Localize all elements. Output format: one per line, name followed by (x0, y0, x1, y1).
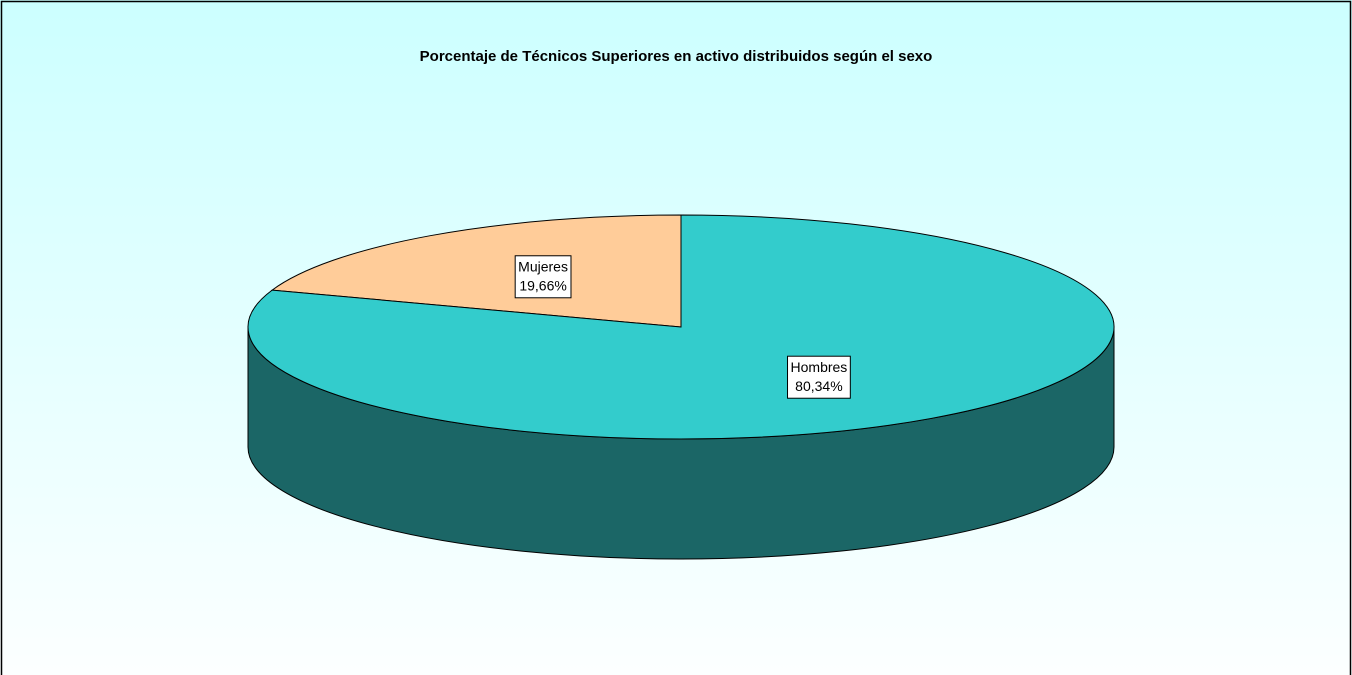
pie-slice (247, 214, 1115, 440)
label-category: Hombres (791, 359, 848, 375)
label-box (787, 355, 851, 399)
label-value: 19,66% (519, 277, 566, 293)
data-label: Hombres 80,34% (787, 355, 851, 399)
label-category: Mujeres (518, 258, 568, 274)
chart-title: Porcentaje de Técnicos Superiores en act… (420, 48, 933, 65)
label-box (514, 255, 572, 299)
data-label: Mujeres 19,66% (514, 255, 572, 299)
label-value: 80,34% (795, 378, 842, 394)
